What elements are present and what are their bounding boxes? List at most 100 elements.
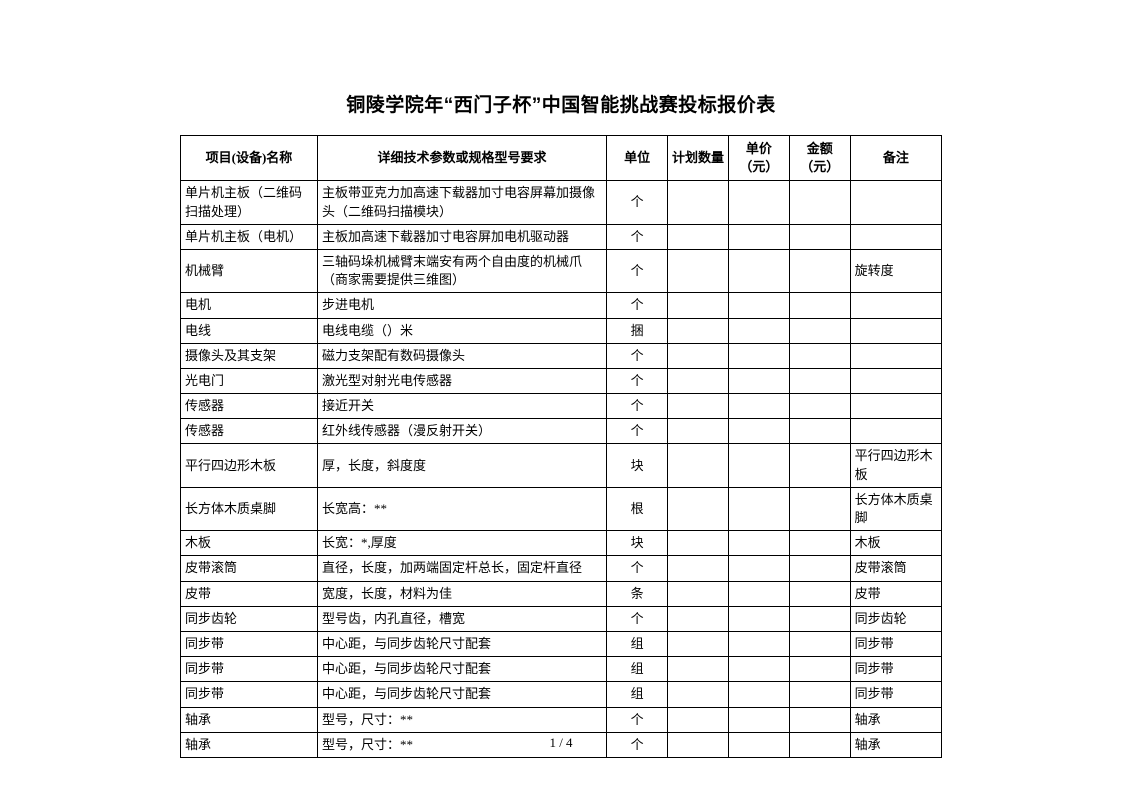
cell-remark: [850, 419, 941, 444]
cell-qty: [668, 531, 729, 556]
table-row: 传感器红外线传感器（漫反射开关）个: [181, 419, 942, 444]
cell-remark: 皮带: [850, 581, 941, 606]
cell-qty: [668, 224, 729, 249]
cell-uprice: [728, 444, 789, 487]
bid-table: 项目(设备)名称 详细技术参数或规格型号要求 单位 计划数量 单价（元） 金额（…: [180, 135, 942, 758]
table-header-row: 项目(设备)名称 详细技术参数或规格型号要求 单位 计划数量 单价（元） 金额（…: [181, 136, 942, 181]
table-row: 机械臂三轴码垛机械臂末端安有两个自由度的机械爪（商家需要提供三维图）个旋转度: [181, 249, 942, 292]
cell-qty: [668, 556, 729, 581]
cell-remark: 同步带: [850, 657, 941, 682]
table-body: 单片机主板（二维码扫描处理）主板带亚克力加高速下载器加寸电容屏幕加摄像头（二维码…: [181, 181, 942, 758]
cell-unit: 个: [607, 606, 668, 631]
cell-uprice: [728, 343, 789, 368]
cell-spec: 步进电机: [317, 293, 606, 318]
cell-spec: 中心距，与同步齿轮尺寸配套: [317, 631, 606, 656]
cell-remark: 皮带滚筒: [850, 556, 941, 581]
cell-amount: [789, 368, 850, 393]
cell-unit: 块: [607, 531, 668, 556]
cell-uprice: [728, 318, 789, 343]
cell-spec: 长宽高：**: [317, 487, 606, 530]
cell-unit: 条: [607, 581, 668, 606]
cell-remark: 同步带: [850, 682, 941, 707]
cell-amount: [789, 181, 850, 224]
cell-name: 电线: [181, 318, 318, 343]
cell-remark: 平行四边形木板: [850, 444, 941, 487]
cell-qty: [668, 444, 729, 487]
cell-unit: 组: [607, 631, 668, 656]
table-row: 同步齿轮型号齿，内孔直径，槽宽个同步齿轮: [181, 606, 942, 631]
cell-name: 同步带: [181, 631, 318, 656]
cell-remark: 旋转度: [850, 249, 941, 292]
cell-unit: 组: [607, 682, 668, 707]
cell-spec: 激光型对射光电传感器: [317, 368, 606, 393]
cell-qty: [668, 368, 729, 393]
table-row: 同步带中心距，与同步齿轮尺寸配套组同步带: [181, 631, 942, 656]
cell-name: 单片机主板（电机）: [181, 224, 318, 249]
table-row: 木板长宽：*,厚度块木板: [181, 531, 942, 556]
cell-spec: 主板加高速下载器加寸电容屏加电机驱动器: [317, 224, 606, 249]
cell-amount: [789, 487, 850, 530]
cell-spec: 电线电缆（）米: [317, 318, 606, 343]
cell-name: 皮带滚筒: [181, 556, 318, 581]
cell-name: 机械臂: [181, 249, 318, 292]
cell-remark: 同步齿轮: [850, 606, 941, 631]
cell-uprice: [728, 181, 789, 224]
table-row: 传感器接近开关个: [181, 394, 942, 419]
cell-amount: [789, 444, 850, 487]
table-row: 单片机主板（二维码扫描处理）主板带亚克力加高速下载器加寸电容屏幕加摄像头（二维码…: [181, 181, 942, 224]
cell-remark: 轴承: [850, 707, 941, 732]
cell-unit: 根: [607, 487, 668, 530]
table-row: 单片机主板（电机）主板加高速下载器加寸电容屏加电机驱动器个: [181, 224, 942, 249]
table-row: 同步带中心距，与同步齿轮尺寸配套组同步带: [181, 657, 942, 682]
cell-name: 平行四边形木板: [181, 444, 318, 487]
cell-unit: 个: [607, 343, 668, 368]
cell-remark: [850, 394, 941, 419]
table-row: 电线电线电缆（）米捆: [181, 318, 942, 343]
col-header-unit: 单位: [607, 136, 668, 181]
cell-amount: [789, 419, 850, 444]
cell-name: 传感器: [181, 394, 318, 419]
cell-unit: 个: [607, 368, 668, 393]
cell-amount: [789, 581, 850, 606]
cell-amount: [789, 631, 850, 656]
cell-unit: 个: [607, 249, 668, 292]
cell-qty: [668, 181, 729, 224]
cell-name: 轴承: [181, 707, 318, 732]
cell-name: 同步带: [181, 657, 318, 682]
cell-amount: [789, 224, 850, 249]
table-row: 光电门激光型对射光电传感器个: [181, 368, 942, 393]
col-header-name: 项目(设备)名称: [181, 136, 318, 181]
cell-name: 电机: [181, 293, 318, 318]
cell-name: 木板: [181, 531, 318, 556]
page: 铜陵学院年“西门子杯”中国智能挑战赛投标报价表 项目(设备)名称 详细技术参数或…: [0, 0, 1122, 793]
cell-qty: [668, 581, 729, 606]
table-row: 同步带中心距，与同步齿轮尺寸配套组同步带: [181, 682, 942, 707]
col-header-remark: 备注: [850, 136, 941, 181]
cell-qty: [668, 318, 729, 343]
cell-amount: [789, 249, 850, 292]
cell-name: 光电门: [181, 368, 318, 393]
cell-qty: [668, 293, 729, 318]
cell-uprice: [728, 581, 789, 606]
cell-qty: [668, 606, 729, 631]
cell-name: 传感器: [181, 419, 318, 444]
cell-qty: [668, 487, 729, 530]
cell-uprice: [728, 293, 789, 318]
cell-uprice: [728, 707, 789, 732]
cell-name: 摄像头及其支架: [181, 343, 318, 368]
cell-uprice: [728, 419, 789, 444]
cell-spec: 中心距，与同步齿轮尺寸配套: [317, 657, 606, 682]
cell-uprice: [728, 657, 789, 682]
cell-spec: 长宽：*,厚度: [317, 531, 606, 556]
cell-spec: 接近开关: [317, 394, 606, 419]
cell-amount: [789, 682, 850, 707]
cell-spec: 中心距，与同步齿轮尺寸配套: [317, 682, 606, 707]
cell-spec: 红外线传感器（漫反射开关）: [317, 419, 606, 444]
page-footer: 1 / 4: [0, 735, 1122, 751]
cell-qty: [668, 631, 729, 656]
cell-uprice: [728, 556, 789, 581]
cell-remark: [850, 318, 941, 343]
table-row: 轴承型号，尺寸：**个轴承: [181, 707, 942, 732]
cell-qty: [668, 249, 729, 292]
cell-qty: [668, 394, 729, 419]
